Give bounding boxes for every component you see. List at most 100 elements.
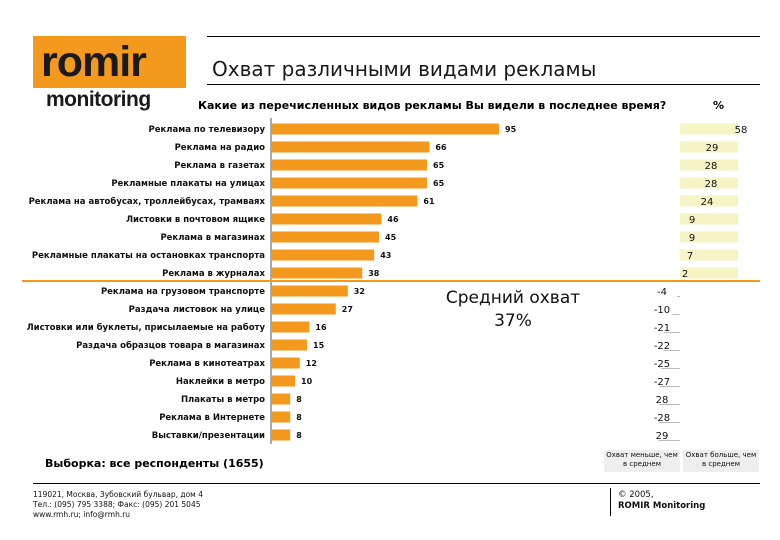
bar [271,321,310,333]
deviation-bar [680,249,738,261]
deviation-bar [680,123,738,135]
deviation-value-label: 24 [701,197,714,208]
footer-phone: Тел.: (095) 795 3388; Факс: (095) 201 50… [33,500,201,509]
deviation-value-label: -21 [654,323,670,334]
bar [271,285,348,297]
bar [271,411,291,423]
bar-value-label: 38 [368,269,380,278]
deviation-value-label: 28 [705,179,718,190]
footer-rule [33,483,760,484]
unit-label: % [713,99,725,112]
bar [271,339,307,351]
logo-background [33,36,186,88]
bar-value-label: 43 [380,251,391,260]
deviation-value-label: -22 [654,341,670,352]
category-label: Реклама в магазинах [160,233,265,243]
legend-above-average: Охват больше, чем в среднем [683,450,759,472]
deviation-value-label: 29 [656,431,669,442]
legend-below-average: Охват меньше, чем в среднем [604,450,680,472]
bar-value-label: 15 [313,341,325,350]
footer-address: 119021, Москва, Зубовский бульвар, дом 4 [33,490,203,499]
footer-web: www.rmh.ru; info@rmh.ru [33,510,131,519]
category-label: Реклама в журналах [162,269,265,279]
deviation-value-label: 7 [687,251,693,262]
category-label: Реклама на автобусах, троллейбусах, трам… [29,196,266,207]
deviation-value-label: -25 [654,359,670,370]
category-label: Раздача образцов товара в магазинах [76,340,265,351]
footer-copyright-block: © 2005, ROMIR Monitoring [618,490,705,512]
category-label: Листовки в почтовом ящике [126,215,265,225]
bar-value-label: 12 [306,359,317,368]
deviation-value-label: 29 [706,143,719,154]
deviation-value-label: 58 [735,125,748,136]
deviation-bar [680,195,738,207]
bar [271,303,336,315]
category-label: Реклама в Интернете [159,413,265,423]
footer-contacts: 119021, Москва, Зубовский бульвар, дом 4… [33,490,203,520]
category-label: Рекламные плакаты на улицах [111,179,265,189]
deviation-bar [680,213,738,225]
deviation-value-label: -27 [654,377,670,388]
bar [271,141,430,153]
deviation-bar [680,159,738,171]
bar-value-label: 27 [342,305,353,314]
deviation-value-label: 28 [705,161,718,172]
category-label: Реклама в кинотеатрах [149,359,265,369]
deviation-bar [680,177,738,189]
category-label: Раздача листовок на улице [129,305,266,315]
average-reach-label: Средний охват 37% [433,287,593,333]
deviation-bar [680,141,738,153]
footer-company: ROMIR Monitoring [618,501,706,511]
title-top-rule [207,36,760,37]
deviation-bar [680,231,738,243]
category-label: Плакаты в метро [181,395,265,405]
category-label: Реклама на грузовом транспорте [101,287,265,297]
category-label: Реклама в газетах [174,161,265,171]
bar-value-label: 8 [296,395,302,404]
bar [271,213,382,225]
logo-subtitle: monitoring [46,88,151,111]
bar [271,267,363,279]
sample-note: Выборка: все респонденты (1655) [45,457,264,470]
bar-value-label: 65 [433,179,445,188]
deviation-value-label: 9 [689,233,695,244]
bar-value-label: 45 [385,233,397,242]
bar-value-label: 8 [296,431,302,440]
category-label: Выставки/презентации [152,431,265,441]
average-reach-caption: Средний охват [445,288,581,308]
deviation-value-label: 9 [689,215,695,226]
deviation-value-label: 2 [682,269,688,280]
title-bottom-rule [207,84,760,85]
bar [271,249,375,261]
bar-value-label: 65 [433,161,445,170]
footer-divider [610,488,611,516]
bar [271,375,295,387]
bar-value-label: 8 [296,413,302,422]
bar [271,393,291,405]
bar [271,159,427,171]
deviation-value-label: -10 [654,305,670,316]
bar-value-label: 61 [423,197,435,206]
category-label: Листовки или буклеты, присылаемые на раб… [27,322,266,333]
bar [271,429,291,441]
bar-value-label: 10 [301,377,313,386]
bar [271,195,418,207]
bar-value-label: 16 [315,323,327,332]
bar [271,357,300,369]
bar-value-label: 66 [435,143,447,152]
bar [271,231,379,243]
average-reach-value: 37% [494,311,532,331]
deviation-value-label: 28 [656,395,669,406]
footer-copyright: © 2005, [618,490,654,500]
deviation-value-label: -28 [654,413,670,424]
bar-value-label: 95 [505,125,517,134]
category-label: Реклама по телевизору [149,125,266,135]
category-label: Наклейки в метро [176,377,265,387]
bar [271,177,427,189]
chart-question: Какие из перечисленных видов рекламы Вы … [198,99,667,112]
category-label: Рекламные плакаты на остановках транспор… [32,251,265,261]
deviation-value-label: -4 [657,287,667,298]
deviation-bar [680,267,738,279]
category-label: Реклама на радио [175,143,266,153]
